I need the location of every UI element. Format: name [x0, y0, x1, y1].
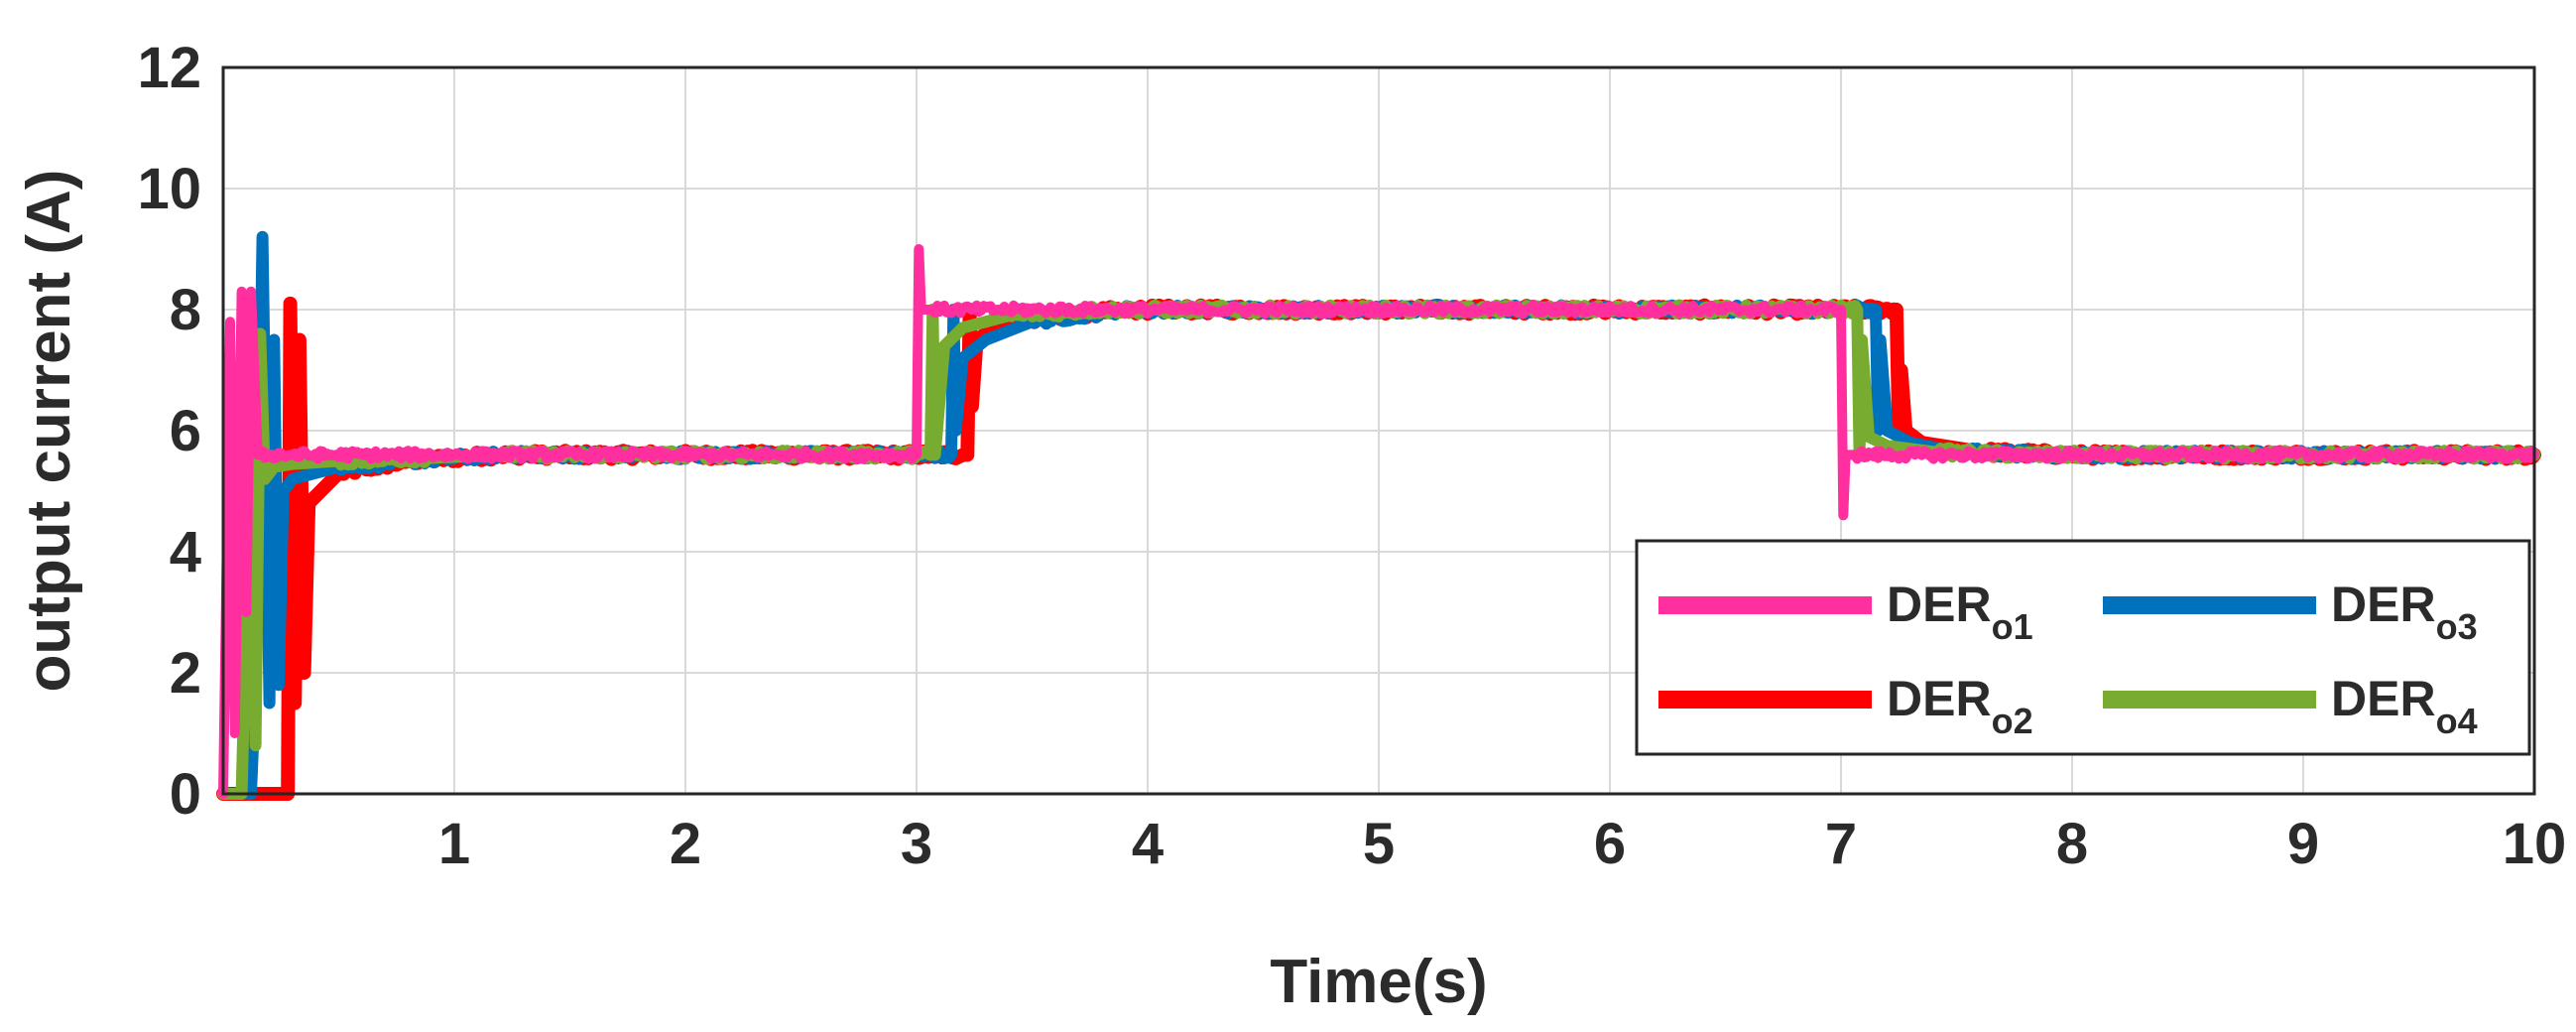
legend-label-o3: DERo3: [2331, 577, 2478, 647]
legend-label-main: DER: [1887, 577, 1992, 632]
legend-label-subscript: o4: [2436, 701, 2478, 741]
legend-label-o2: DERo2: [1887, 671, 2033, 741]
x-tick-label: 4: [1132, 812, 1164, 876]
y-axis-title: output current (A): [15, 170, 83, 693]
x-axis-title: Time(s): [1270, 948, 1487, 1016]
x-tick-label: 8: [2056, 812, 2088, 876]
series-line-der-o1: [218, 244, 2539, 799]
legend-label-subscript: o1: [1992, 606, 2033, 647]
legend-label-subscript: o3: [2436, 606, 2478, 647]
y-tick-label: 0: [170, 762, 201, 827]
legend-label-main: DER: [2331, 671, 2436, 726]
plot-frame: [221, 65, 2536, 796]
x-tick-label: 1: [438, 812, 470, 876]
x-tick-labels: 1 2 3 4 5 6 7 8 9 10: [438, 812, 2566, 876]
series-group: [216, 230, 2541, 801]
y-tick-label: 12: [137, 36, 201, 100]
y-tick-label: 10: [137, 157, 201, 221]
y-tick-label: 6: [170, 399, 201, 463]
y-tick-label: 4: [170, 520, 201, 584]
x-tick-label: 10: [2503, 812, 2567, 876]
legend-box: [1635, 539, 2531, 756]
x-tick-label: 7: [1825, 812, 1857, 876]
legend-label-main: DER: [1887, 671, 1992, 726]
x-tick-label: 5: [1363, 812, 1395, 876]
legend-label-o4: DERo4: [2331, 671, 2478, 741]
x-tick-label: 9: [2287, 812, 2319, 876]
x-tick-label: 6: [1594, 812, 1626, 876]
x-tick-label: 3: [901, 812, 932, 876]
y-tick-labels: 0 2 4 6 8 10 12: [137, 36, 201, 827]
legend-label-o1: DERo1: [1887, 577, 2033, 647]
legend-label-main: DER: [2331, 577, 2436, 632]
y-tick-label: 8: [170, 278, 201, 342]
legend-label-subscript: o2: [1992, 701, 2033, 741]
x-tick-label: 2: [670, 812, 701, 876]
y-tick-label: 2: [170, 641, 201, 706]
